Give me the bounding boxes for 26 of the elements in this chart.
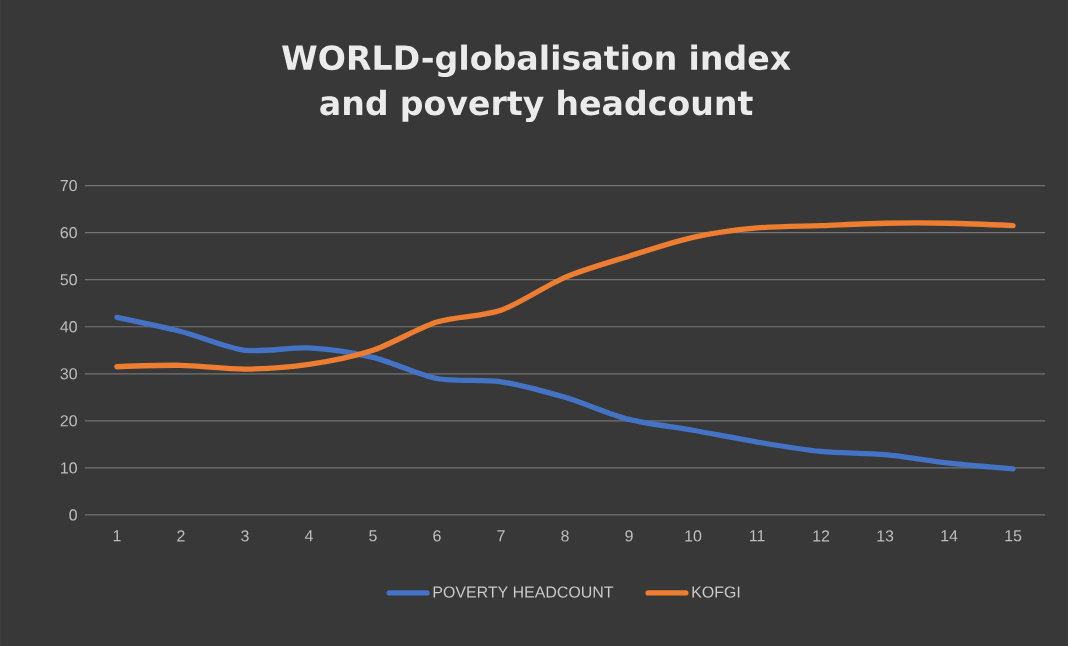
x-tick-label: 7 [497, 530, 505, 542]
x-tick-label: 14 [941, 530, 958, 542]
legend-label: POVERTY HEADCOUNT [433, 586, 614, 598]
y-tick-label: 20 [60, 415, 77, 427]
legend-label: KOFGI [692, 586, 740, 598]
x-tick-label: 12 [813, 530, 830, 542]
y-tick-label: 30 [60, 367, 77, 380]
x-tick-label: 11 [749, 530, 765, 542]
x-tick-label: 2 [177, 530, 185, 542]
x-tick-label: 3 [241, 530, 249, 542]
y-tick-label: 50 [60, 273, 77, 286]
x-tick-label: 1 [113, 530, 121, 542]
y-tick-label: 60 [60, 226, 77, 239]
y-tick-label: 10 [61, 462, 77, 474]
y-tick-label: 70 [60, 179, 77, 192]
x-tick-label: 5 [369, 530, 377, 542]
x-tick-label: 8 [561, 530, 569, 542]
y-tick-label: 0 [69, 509, 77, 521]
x-tick-label: 6 [433, 530, 441, 542]
x-tick-label: 10 [685, 530, 702, 542]
x-tick-label: 15 [1005, 530, 1022, 542]
x-tick-label: 9 [625, 530, 633, 542]
chart-title: WORLD-globalisation index and poverty headcount [282, 44, 791, 122]
y-tick-label: 40 [60, 320, 77, 333]
x-tick-label: 4 [304, 530, 313, 542]
x-tick-label: 13 [877, 530, 894, 542]
